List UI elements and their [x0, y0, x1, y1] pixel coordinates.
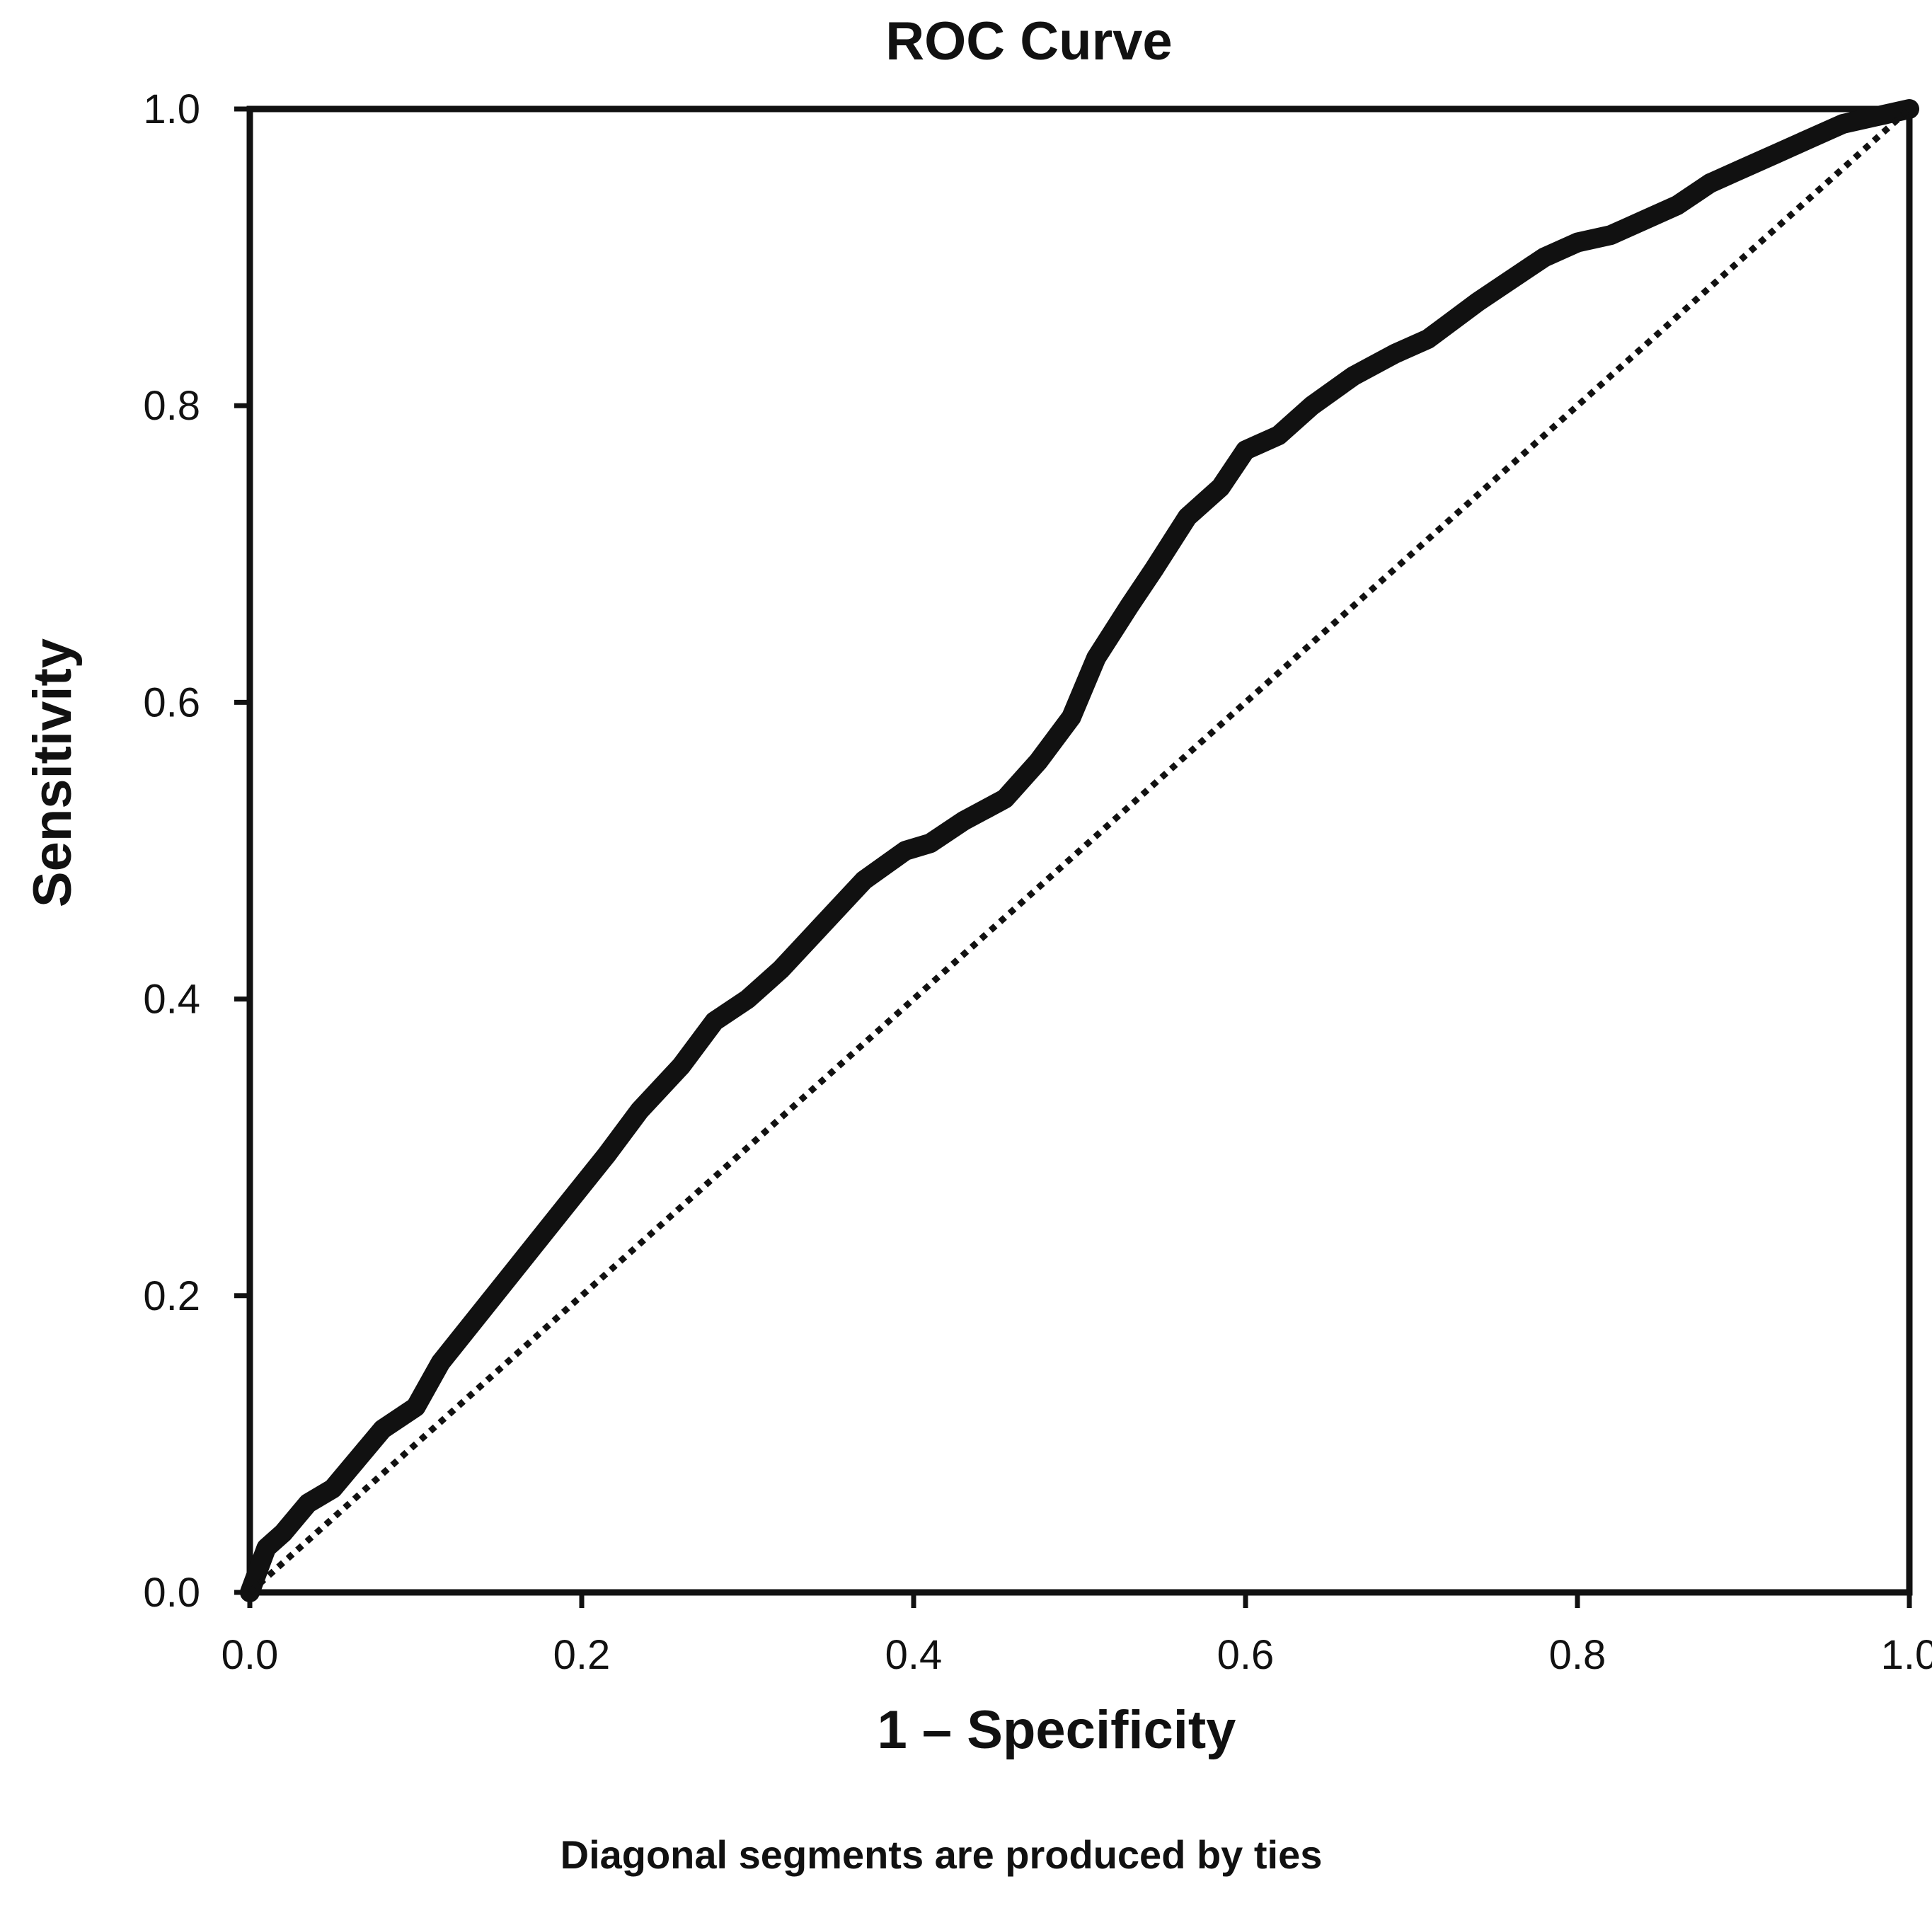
x-tick-label: 0.8	[1549, 1632, 1606, 1678]
series-layer	[240, 99, 1919, 1602]
y-tick-label: 0.2	[143, 1273, 200, 1319]
chart-title: ROC Curve	[885, 11, 1172, 71]
x-tick-label: 1.0	[1881, 1632, 1932, 1678]
series-line-roc	[240, 99, 1919, 1602]
series-line-reference	[248, 106, 1911, 1595]
y-axis-label: Sensitivity	[23, 638, 83, 907]
y-tick-label: 0.6	[143, 679, 200, 725]
x-tick-label: 0.0	[222, 1632, 279, 1678]
y-tick-label: 0.4	[143, 977, 200, 1023]
plot-area-frame	[246, 105, 1913, 1596]
x-tick-label: 0.6	[1217, 1632, 1275, 1678]
x-tick-label: 0.4	[885, 1632, 943, 1678]
x-tick-label: 0.2	[553, 1632, 611, 1678]
y-tick-label: 0.0	[143, 1570, 200, 1616]
chart-footnote: Diagonal segments are produced by ties	[560, 1832, 1323, 1877]
y-tick-label: 0.8	[143, 383, 200, 429]
y-axis-ticks: 0.0 0.2 0.4 0.6 0.8 1.0	[143, 86, 250, 1616]
y-tick-label: 1.0	[143, 86, 200, 132]
x-axis-ticks: 0.0 0.2 0.4 0.6 0.8 1.0	[222, 1592, 1932, 1678]
x-axis-label: 1 – Specificity	[878, 1700, 1236, 1760]
